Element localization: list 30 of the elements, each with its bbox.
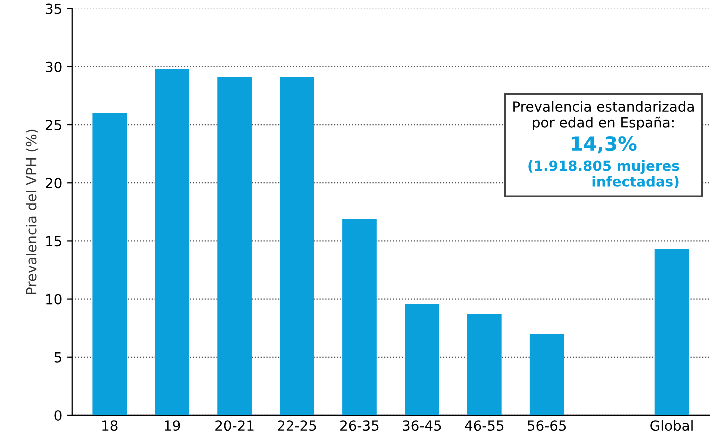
x-tick-label: 22-25 xyxy=(278,420,316,432)
x-tick-label: Global xyxy=(650,420,693,432)
x-tick-label: 20-21 xyxy=(216,420,254,432)
x-tick-label: 36-45 xyxy=(403,420,442,432)
bar xyxy=(92,113,128,416)
y-axis-title: Prevalencia del VPH (%) xyxy=(26,130,38,294)
x-tick-label: 56-65 xyxy=(528,420,566,432)
x-tick-label: 46-55 xyxy=(465,420,504,432)
y-tick-label: 15 xyxy=(46,236,62,247)
y-tick-label: 10 xyxy=(46,294,62,305)
annotation: Prevalencia estandarizada por edad en España: xyxy=(514,101,694,131)
annotation: (1.918.805 mujeres infectadas) xyxy=(528,160,680,189)
x-tick-label: 26-35 xyxy=(340,420,379,432)
x-tick-label: 19 xyxy=(165,420,180,432)
annotation: 14,3% xyxy=(572,136,637,154)
x-tick-label: 18 xyxy=(102,420,118,432)
bar xyxy=(280,77,314,416)
y-tick-label: 30 xyxy=(46,62,62,72)
y-tick-label: 25 xyxy=(46,120,62,130)
y-tick-label: 35 xyxy=(46,4,62,14)
bar xyxy=(530,334,564,416)
bar xyxy=(405,304,440,416)
bar xyxy=(218,77,252,416)
y-tick-label: 20 xyxy=(46,178,62,189)
y-tick-label: 0 xyxy=(54,410,62,421)
bar xyxy=(467,314,502,416)
bar xyxy=(342,219,377,416)
bar xyxy=(155,69,190,416)
y-tick-label: 5 xyxy=(54,352,62,363)
bar xyxy=(654,249,690,416)
